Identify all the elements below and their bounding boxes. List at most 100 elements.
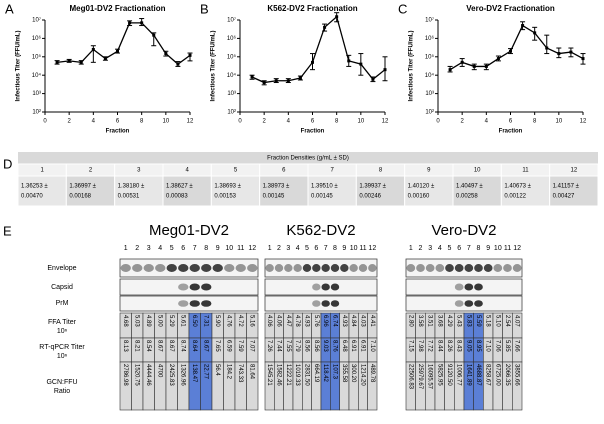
titer-value: 5.83 [465,315,471,327]
titer-value: 7.66 [514,340,520,352]
titer-value: 2.80 [407,315,413,327]
titer-value: 1326.96 [180,364,186,386]
cell-bg [307,175,357,207]
titer-value: 4.84 [350,315,356,327]
cell-bg [162,175,212,207]
titer-value: 4.06 [275,315,281,327]
titer-value: 8.26 [446,340,452,352]
x-axis-label: Fraction [499,129,523,135]
band [201,264,212,272]
band [358,264,368,272]
lane-number: 1 [124,245,128,252]
density-sd: 0.00168 [69,194,91,200]
column-header: 7 [330,168,334,174]
band [474,300,483,307]
lane-number: 6 [181,245,185,252]
lane-number: 3 [147,245,151,252]
point [176,62,180,66]
lane-number: 1 [268,245,272,252]
y-tick-label: 10² [425,110,434,116]
band [503,264,512,272]
band [512,264,522,272]
column-header: 3 [137,168,141,174]
titer-value: 7.31 [203,315,209,327]
lane-number: 2 [277,245,281,252]
titer-value: 2425.83 [168,364,174,386]
y-tick-label: 10⁵ [425,53,435,60]
band [340,264,349,272]
titer-value: 6725.00 [494,364,500,386]
titer-value: 1641.89 [465,364,471,386]
band [425,264,435,272]
lane-number: 5 [448,245,452,252]
band [201,300,212,307]
point [274,79,278,83]
point [347,59,351,63]
cell-bg [452,175,502,207]
titer-value: 1006.77 [456,364,462,386]
row-label: 10ⁿ [57,353,68,360]
band [474,264,483,272]
lane-number: 2 [135,245,139,252]
y-tick-label: 10⁷ [32,17,41,24]
band [189,300,200,307]
titer-value: 16095.57 [427,364,433,390]
cell-bg [404,175,454,207]
point [67,59,71,63]
titer-value: 8.95 [475,340,481,352]
band [406,264,416,272]
titer-value: 6.59 [226,340,232,352]
y-tick-label: 10⁶ [32,35,42,42]
column-header: 6 [282,168,286,174]
y-tick-label: 10⁴ [32,72,42,79]
titer-value: 7.26 [266,340,272,352]
lane-number: 9 [216,245,220,252]
lane-number: 1 [409,245,413,252]
titer-value: 8.67 [157,340,163,352]
row-label: RT-qPCR Titer [39,344,85,351]
titer-value: 4.06 [266,315,272,327]
band [166,264,177,272]
blot [405,295,523,312]
density: 1.38627 ± [166,184,193,190]
titer-value: 6.48 [341,340,347,352]
titer-value: 107.3 [331,364,337,380]
titer-value: 7.79 [294,340,300,352]
band [312,283,321,291]
titer-value: 4.07 [514,315,520,327]
density: 1.38180 ± [118,184,145,190]
point [460,60,464,64]
point [557,52,561,56]
titer-value: 5.85 [504,340,510,352]
titer-value: 5.10 [494,315,500,327]
density: 1.38693 ± [214,184,241,190]
band [464,283,474,291]
blot [119,295,259,312]
point [323,25,327,29]
y-tick-label: 10² [227,110,236,116]
titer-value: 1520.75 [134,364,140,386]
band [155,264,166,272]
density: 1.40673 ± [504,184,531,190]
row-label: Ratio [54,388,70,395]
lane-number: 10 [350,245,358,252]
titer-value: 664.19 [313,364,319,383]
titer-value: 2.54 [504,315,510,327]
point [103,57,107,61]
band [454,300,464,307]
y-tick-label: 10⁴ [227,72,237,79]
band [302,264,312,272]
titer-value: 4.03 [359,315,365,327]
chart-title: Vero-DV2 Fractionation [466,4,555,13]
band [178,264,189,272]
blot [405,258,523,278]
point [496,57,500,61]
titer-value: 7.10 [485,340,491,352]
titer-value: 5.90 [214,315,220,327]
lane-number: 6 [457,245,461,252]
density: 1.40120 ± [408,184,435,190]
point [521,24,525,28]
titer-cell [367,361,378,411]
point [311,60,314,64]
